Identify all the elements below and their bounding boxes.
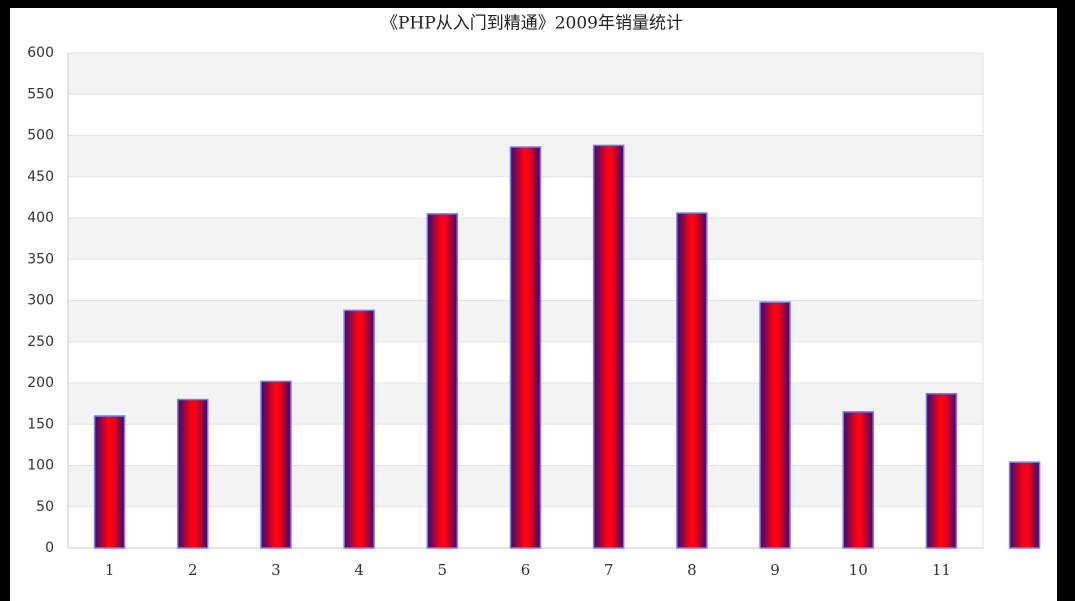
x-tick-label: 4 [354,561,364,579]
bar [759,301,791,549]
bar [1008,461,1041,549]
x-tick-label: 1 [105,561,115,579]
y-tick-label: 100 [27,458,54,474]
y-tick-label: 600 [27,45,54,61]
x-tick-label: 7 [604,561,614,579]
bar [260,380,292,549]
x-tick-label: 3 [271,561,281,579]
x-tick-label: 5 [438,561,448,579]
y-tick-label: 200 [27,375,54,391]
y-tick-label: 500 [27,128,54,144]
bar [842,411,874,549]
y-tick-label: 0 [45,540,54,556]
y-tick-label: 350 [27,251,54,267]
bar [426,213,459,549]
grid-band [68,53,983,95]
x-tick-label: 2 [188,561,198,579]
y-tick-label: 400 [27,210,54,226]
y-tick-label: 250 [27,334,54,350]
y-tick-label: 450 [27,169,54,185]
x-tick-label: 10 [849,561,868,579]
x-tick-label: 9 [770,561,780,579]
x-tick-label: 6 [521,561,531,579]
y-tick-label: 550 [27,86,54,102]
y-tick-label: 50 [36,499,54,515]
chart-title: 《PHP从入门到精通》2009年销量统计 [381,14,683,34]
bar [93,415,126,549]
bar [592,144,625,549]
y-tick-label: 150 [27,416,54,432]
bar [676,212,708,549]
x-tick-label: 8 [687,561,697,579]
bar [343,309,375,549]
y-tick-label: 300 [27,293,54,309]
bar [509,146,542,549]
bar [177,398,209,549]
x-tick-label: 11 [932,561,951,579]
bar [925,392,958,549]
